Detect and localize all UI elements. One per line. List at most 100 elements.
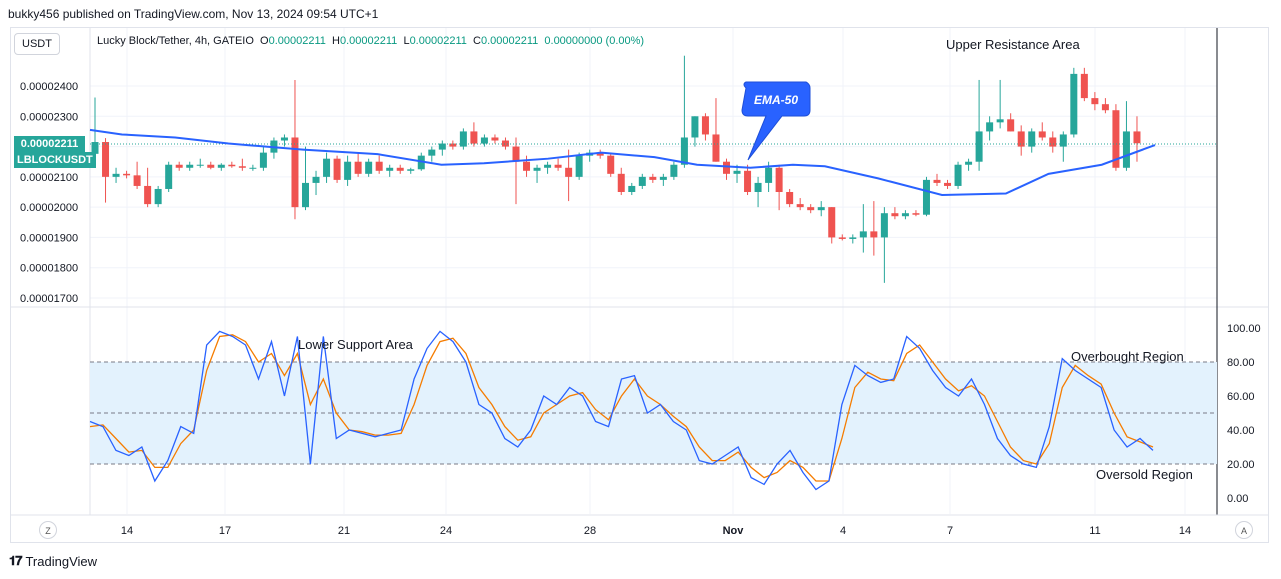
candle-body xyxy=(1133,131,1141,144)
price-tick-label: 0.00001800 xyxy=(20,263,78,275)
candle-body xyxy=(649,176,657,180)
candle-body xyxy=(365,161,373,174)
candle-body xyxy=(154,188,162,205)
legend-change: 0.00000000 (0.00%) xyxy=(544,35,645,47)
candle-body xyxy=(512,146,520,162)
candle-body xyxy=(901,213,909,217)
symbol-legend: Lucky Block/Tether, 4h, GATEIO O0.000022… xyxy=(97,35,645,47)
candle-body xyxy=(638,176,646,186)
candle-body xyxy=(470,131,478,144)
candle-body xyxy=(628,185,636,192)
candle-body xyxy=(933,179,941,183)
price-tick-label: 0.00001700 xyxy=(20,293,78,305)
date-tick-label: 7 xyxy=(947,525,953,537)
last-price-value: 0.00002211 xyxy=(14,136,85,152)
date-tick-label: 4 xyxy=(840,525,846,537)
stochastic-tick-label: 20.00 xyxy=(1227,459,1255,471)
candles xyxy=(90,55,1217,283)
candle-body xyxy=(417,155,425,170)
candle-body xyxy=(754,182,762,192)
candle-body xyxy=(207,164,215,168)
stochastic-d-line xyxy=(89,334,1154,482)
candle-body xyxy=(133,175,141,186)
candle-body xyxy=(596,152,604,156)
candle-body xyxy=(680,137,688,165)
last-price-symbol: LBLOCKUSDT xyxy=(14,152,96,168)
candle-body xyxy=(91,142,99,154)
legend-low: 0.00002211 xyxy=(409,35,467,47)
tradingview-brand: 𝟏𝟕 TradingView xyxy=(9,553,97,569)
date-tick-label: 24 xyxy=(440,525,452,537)
stochastic-tick-label: 80.00 xyxy=(1227,357,1255,369)
candle-body xyxy=(817,207,825,211)
candle-body xyxy=(1028,131,1036,147)
candle-body xyxy=(786,192,794,205)
stochastic-lines xyxy=(89,330,1154,491)
candle-body xyxy=(870,231,878,238)
date-tick-label: 21 xyxy=(338,525,350,537)
candle-body xyxy=(491,137,499,141)
candle-body xyxy=(1080,73,1088,99)
stochastic-tick-label: 100.00 xyxy=(1227,323,1261,335)
zoom-reset-button[interactable]: Z xyxy=(39,521,57,539)
candle-body xyxy=(333,158,341,180)
auto-scale-button[interactable]: A xyxy=(1235,521,1253,539)
candle-body xyxy=(228,164,236,167)
ema-line-group xyxy=(89,128,1156,197)
ema-callout: EMA-50 xyxy=(741,81,811,161)
date-tick-label: 14 xyxy=(1179,525,1191,537)
candle-body xyxy=(828,207,836,238)
date-tick-label: Nov xyxy=(723,525,745,537)
candle-body xyxy=(438,143,446,150)
date-tick-label: 17 xyxy=(219,525,231,537)
candle-body xyxy=(386,167,394,171)
legend-close: 0.00002211 xyxy=(480,35,539,47)
candle-body xyxy=(996,119,1004,123)
candle-body xyxy=(238,166,246,168)
candle-body xyxy=(1091,98,1099,105)
candle-body xyxy=(670,164,678,177)
candle-body xyxy=(544,164,552,168)
candle-body xyxy=(123,173,131,176)
candle-body xyxy=(144,185,152,205)
candle-body xyxy=(617,173,625,192)
candle-body xyxy=(480,137,488,144)
candle-body xyxy=(986,122,994,132)
candle-body xyxy=(838,237,846,239)
candle-body xyxy=(891,213,899,217)
candle-body xyxy=(1038,131,1046,138)
candle-body xyxy=(396,167,404,171)
candle-body xyxy=(859,231,867,238)
ema-callout-bubble xyxy=(741,81,811,161)
candle-body xyxy=(280,137,288,141)
legend-title: Lucky Block/Tether, 4h, GATEIO xyxy=(97,35,254,47)
candle-body xyxy=(796,204,804,208)
publisher-line: bukky456 published on TradingView.com, N… xyxy=(8,7,379,21)
lower-support-label: Lower Support Area xyxy=(298,337,413,352)
candle-body xyxy=(523,161,531,171)
stochastic-tick-label: 0.00 xyxy=(1227,493,1248,505)
axes: 0.000024000.000023000.000022000.00002100… xyxy=(20,81,1261,537)
currency-button[interactable]: USDT xyxy=(14,33,60,55)
ema-50-line xyxy=(89,128,1156,197)
candle-body xyxy=(459,131,467,147)
candle-body xyxy=(1049,137,1057,147)
last-price-tag: 0.00002211LBLOCKUSDT xyxy=(14,136,166,168)
candle-body xyxy=(449,143,457,147)
candle-body xyxy=(554,164,562,168)
candle-body xyxy=(407,169,415,171)
candle-body xyxy=(712,134,720,162)
price-tick-label: 0.00002100 xyxy=(20,172,78,184)
stochastic-band xyxy=(90,361,1217,465)
stochastic-tick-label: 40.00 xyxy=(1227,425,1255,437)
price-tick-label: 0.00001900 xyxy=(20,232,78,244)
oversold-label: Oversold Region xyxy=(1096,467,1193,482)
date-tick-label: 11 xyxy=(1089,525,1100,537)
candle-body xyxy=(607,155,615,174)
candle-body xyxy=(744,170,752,192)
candle-body xyxy=(291,137,299,208)
candle-body xyxy=(1112,110,1120,168)
candle-body xyxy=(1007,119,1015,132)
candle-body xyxy=(165,164,173,189)
